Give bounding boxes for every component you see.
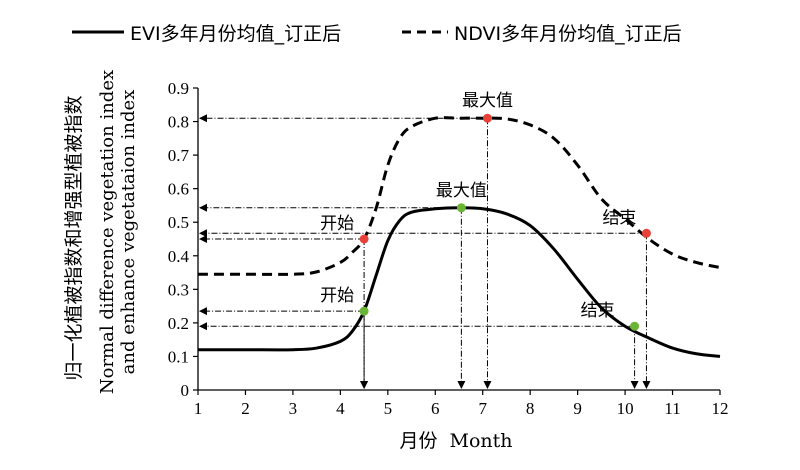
y-axis-title-en-line2: and enhance vegetataion index [118, 90, 139, 375]
arrowhead-left [199, 114, 207, 123]
arrowhead-down [483, 381, 492, 389]
key-point-label: 开始 [320, 214, 354, 234]
arrowhead-left [199, 203, 207, 212]
x-tick-label: 8 [526, 399, 535, 418]
key-point-marker [456, 203, 466, 213]
arrowhead-down [457, 381, 466, 389]
key-point-label: 结束 [602, 208, 636, 228]
key-point-marker [641, 228, 651, 238]
series-line-evi [198, 206, 721, 358]
y-axis-title-en-line1: Normal difference vegetation index [97, 70, 118, 394]
legend: EVI多年月份均值_订正后 NDVI多年月份均值_订正后 [72, 23, 682, 45]
x-axis-title: 月份 Month [399, 430, 512, 452]
x-tick-label: 6 [431, 399, 440, 418]
y-axis-title: 归一化植被指数和增强型植被指数 [63, 95, 85, 380]
y-tick-label: 0.7 [168, 146, 190, 165]
arrowhead-down [642, 381, 651, 389]
legend-label-ndvi: NDVI多年月份均值_订正后 [454, 23, 682, 45]
x-tick-label: 9 [573, 399, 582, 418]
x-tick-label: 10 [617, 399, 634, 418]
ticks: 1 2 3 4 5 6 7 8 9 10 11 1200.10.20.30.40.50.60.70.8… [168, 79, 729, 418]
key-point-label: 开始 [320, 286, 354, 306]
arrowhead-left [199, 235, 207, 243]
x-tick-label: 4 [336, 399, 345, 418]
key-point-label: 结束 [581, 301, 615, 321]
y-axis-title-en-1: Normal difference vegetation index [97, 70, 118, 394]
x-tick-label: 5 [384, 399, 393, 418]
y-axis-title-en-2: and enhance vegetataion index [118, 90, 139, 375]
key-point-label: 最大值 [436, 181, 487, 201]
y-tick-label: 0.4 [168, 247, 190, 266]
key-point-marker [359, 234, 369, 244]
arrowhead-left [199, 307, 207, 316]
y-tick-label: 0 [181, 381, 190, 400]
arrowhead-down [360, 381, 369, 389]
x-tick-label: 2 [241, 399, 250, 418]
arrowhead-left [199, 229, 207, 238]
series [197, 116, 721, 358]
key-point-label: 最大值 [462, 91, 513, 111]
y-axis-title-cn: 归一化植被指数和增强型植被指数 [63, 95, 85, 380]
y-tick-label: 0.5 [168, 213, 189, 232]
x-tick-label: 12 [712, 399, 729, 418]
key-point-marker [359, 306, 369, 316]
x-tick-label: 11 [664, 399, 680, 418]
x-tick-label: 7 [478, 399, 487, 418]
x-tick-label: 3 [289, 399, 298, 418]
y-tick-label: 0.3 [168, 280, 189, 299]
x-axis-title-cn: 月份 [399, 430, 437, 452]
legend-label-evi: EVI多年月份均值_订正后 [130, 23, 341, 45]
key-point-marker [630, 321, 640, 331]
series-line-ndvi [197, 116, 721, 276]
key-point-marker [482, 113, 492, 123]
arrowhead-down [630, 381, 639, 389]
arrowhead-left [199, 322, 207, 331]
y-tick-label: 0.2 [168, 314, 189, 333]
x-tick-label: 1 [194, 399, 203, 418]
y-tick-label: 0.8 [168, 113, 189, 132]
y-tick-label: 0.6 [168, 180, 189, 199]
legend-entry-evi: EVI多年月份均值_订正后 [72, 23, 341, 45]
guide-lines [199, 114, 651, 389]
key-points [359, 113, 651, 331]
y-tick-label: 0.1 [168, 347, 189, 366]
y-tick-label: 0.9 [168, 79, 189, 98]
x-axis-title-en: Month [450, 430, 513, 452]
legend-entry-ndvi: NDVI多年月份均值_订正后 [402, 23, 682, 45]
